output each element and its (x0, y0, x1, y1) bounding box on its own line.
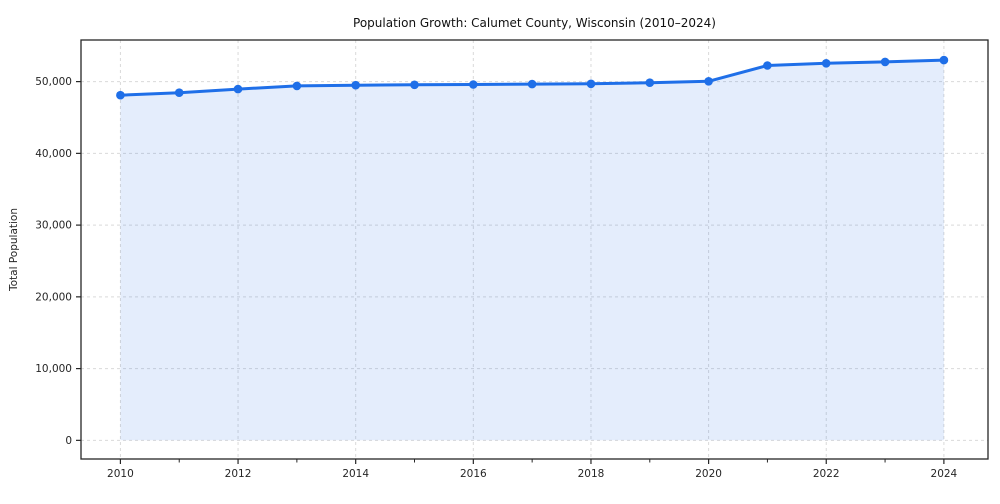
data-point-marker (880, 57, 890, 67)
x-tick-label: 2012 (225, 468, 252, 480)
x-tick-label: 2010 (107, 468, 134, 480)
data-point-marker (469, 80, 478, 89)
plot-border (80, 39, 989, 460)
data-point-marker (821, 59, 831, 68)
data-point-marker (763, 61, 772, 70)
data-point-marker (939, 55, 949, 65)
y-tick-label: 30,000 (35, 220, 72, 232)
data-point-marker (586, 79, 596, 89)
x-tick-label: 2022 (813, 468, 840, 480)
data-point-marker (527, 79, 537, 89)
x-tick-label: 2016 (460, 468, 487, 480)
data-point-marker (116, 90, 125, 100)
data-point-marker (292, 81, 302, 91)
area-fill-layer (120, 60, 944, 441)
spines-layer (80, 39, 989, 460)
data-point-marker (233, 84, 243, 94)
area-fill-path (120, 60, 944, 441)
data-point-marker (174, 88, 184, 97)
data-point-marker (410, 80, 419, 90)
x-tick-label: 2014 (342, 468, 369, 480)
y-tick-label: 40,000 (35, 148, 72, 160)
y-tick-label: 20,000 (35, 291, 72, 303)
series-layer (116, 55, 949, 100)
y-tick-label: 10,000 (35, 363, 72, 375)
data-point-marker (351, 80, 361, 90)
x-tick-label: 2018 (578, 468, 605, 480)
gridlines-layer (81, 40, 988, 459)
y-tick-label: 0 (65, 435, 72, 447)
data-point-marker (645, 78, 655, 87)
chart-title: Population Growth: Calumet County, Wisco… (353, 16, 716, 30)
y-tick-label: 50,000 (35, 76, 72, 88)
x-tick-label: 2020 (695, 468, 722, 480)
x-tick-label: 2024 (931, 468, 958, 480)
data-point-marker (704, 77, 713, 86)
tick-labels-layer: 0 10,000 20,000 30,000 40,000 50,000 2010 2012 2… (35, 76, 957, 480)
y-axis-label: Total Population (8, 208, 20, 292)
